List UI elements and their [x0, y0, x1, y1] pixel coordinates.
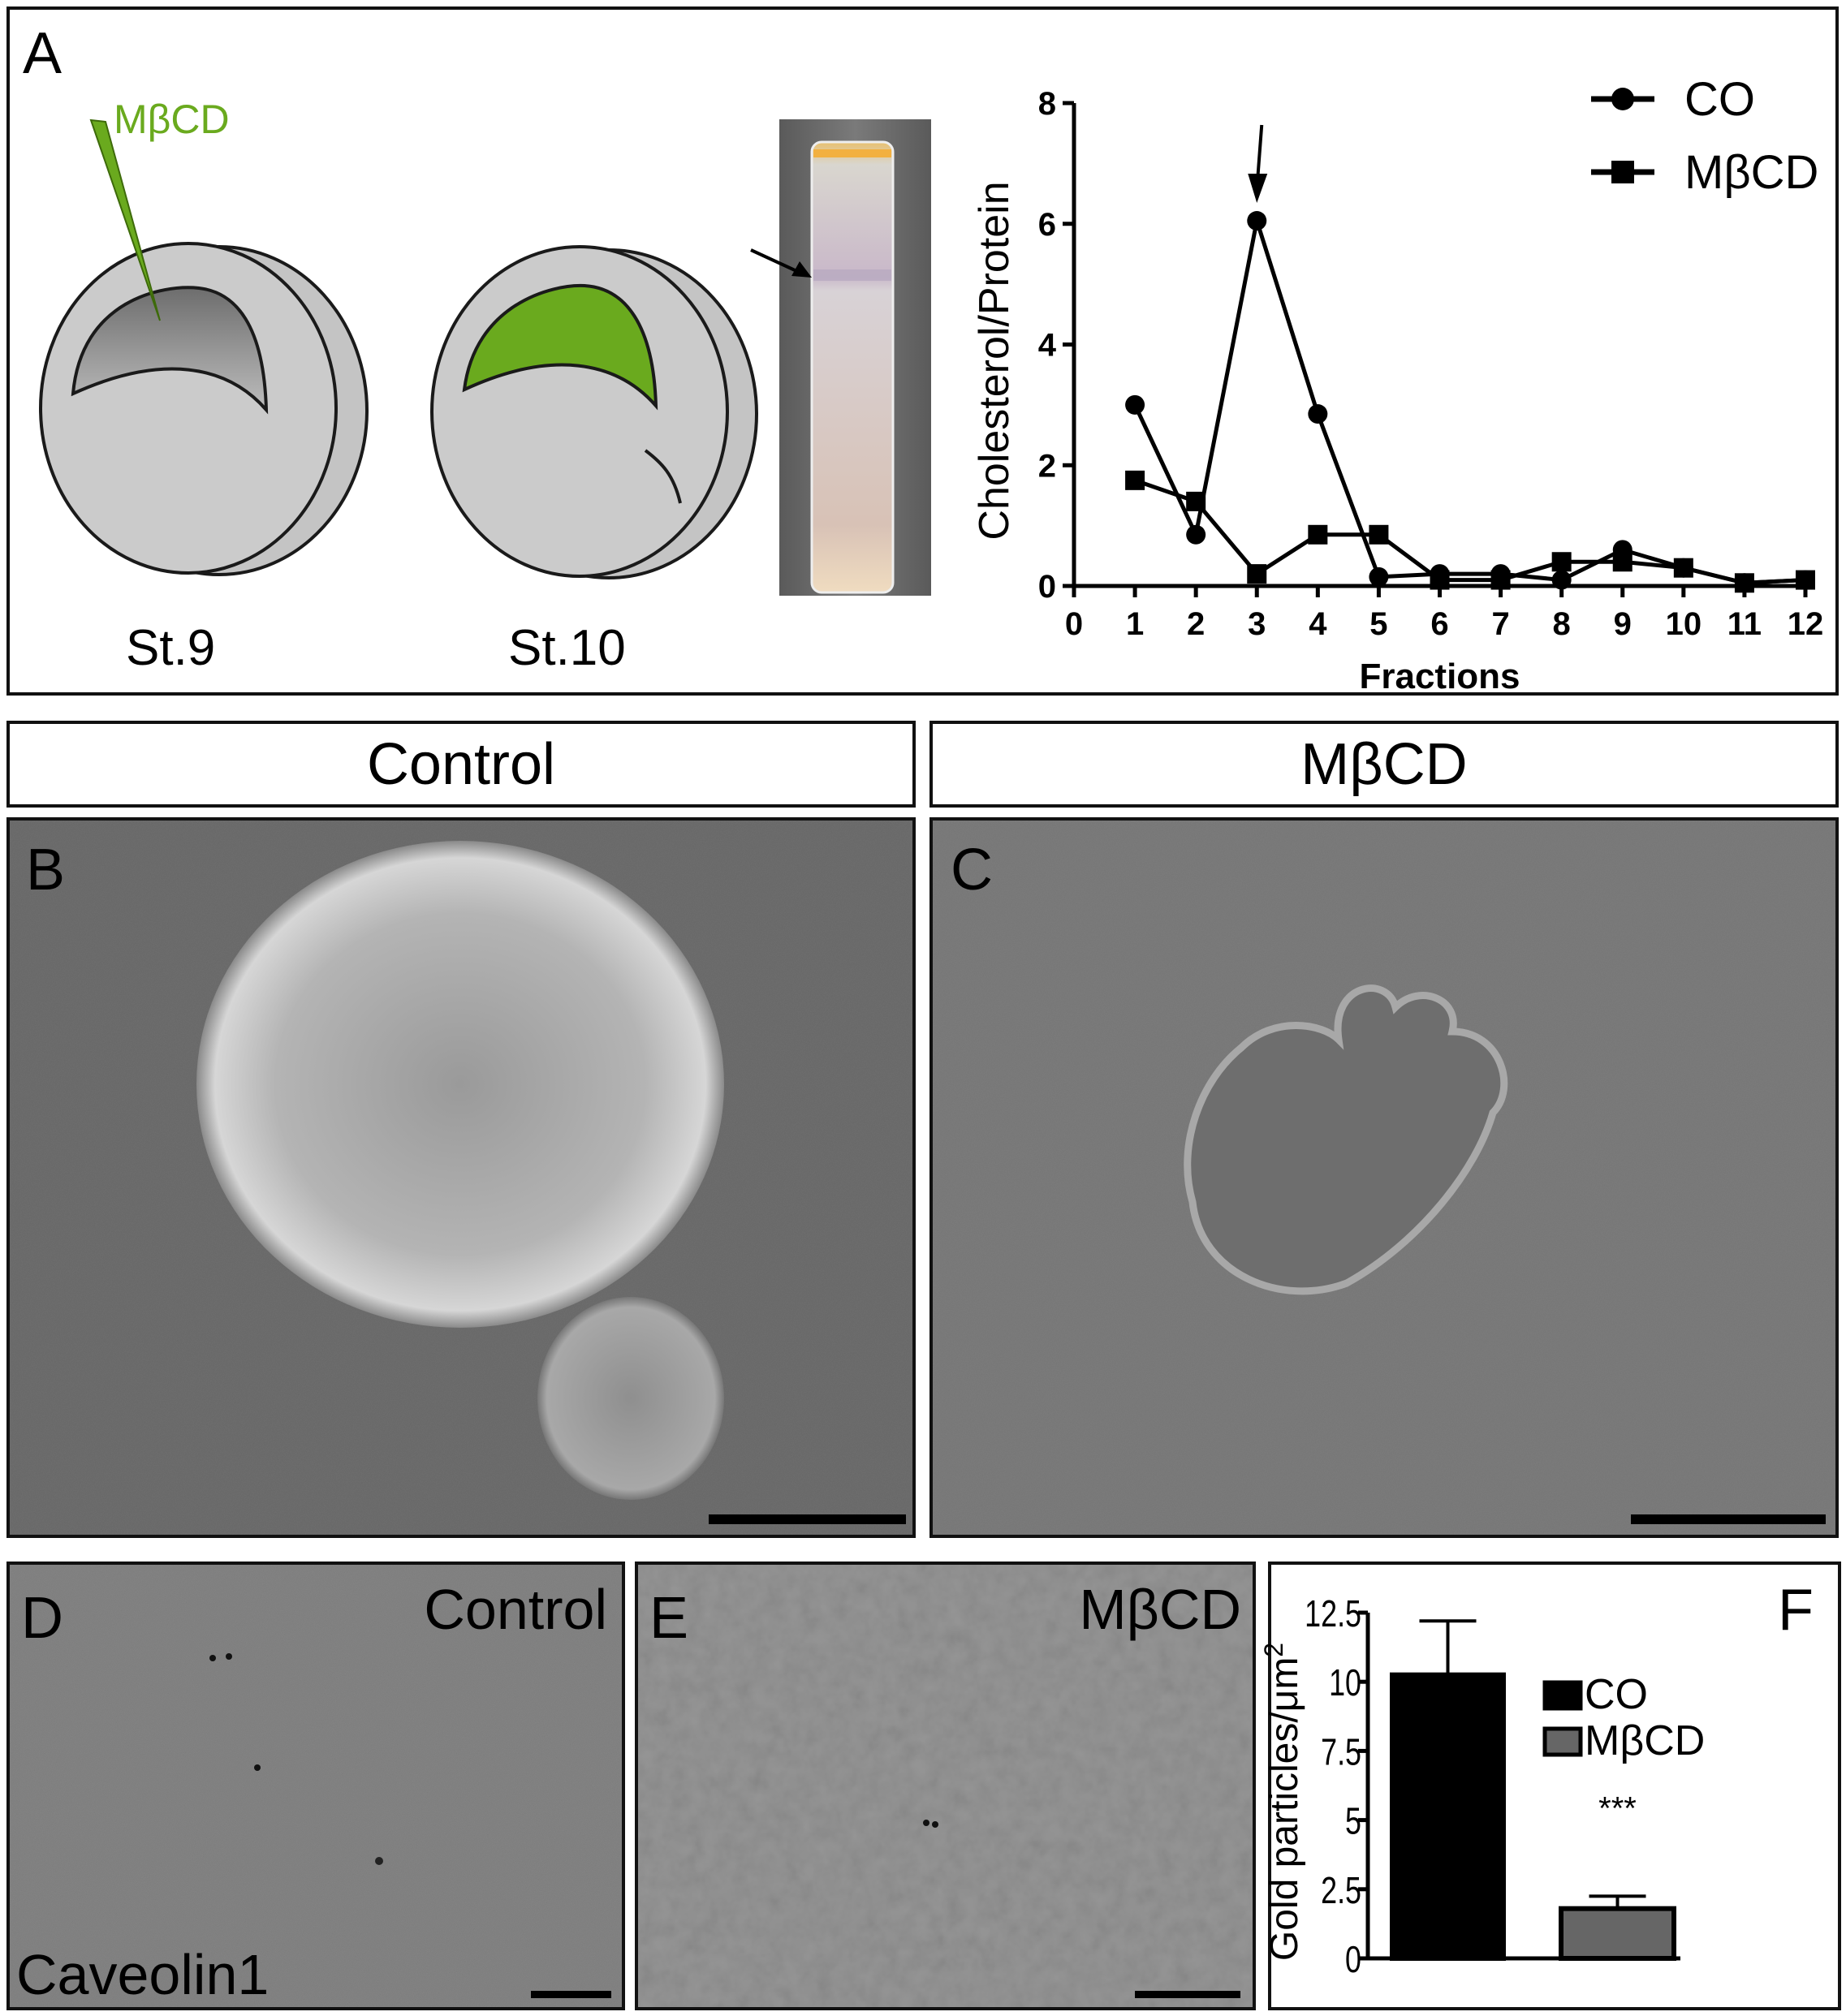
scale-bar [709, 1514, 906, 1524]
stage-label-st9: St.9 [126, 620, 216, 676]
panel-e-condition: MβCD [1079, 1578, 1241, 1641]
panel-c-letter: C [951, 838, 993, 902]
panel-e-letter: E [649, 1586, 689, 1651]
scale-bar [531, 1991, 611, 1998]
header-control: Control [6, 721, 916, 808]
panel-e-micrograph: E MβCD [635, 1562, 1256, 2010]
panel-d-marker: Caveolin1 [16, 1943, 270, 2006]
panel-b-micrograph: B [6, 817, 916, 1538]
panel-a-letter: A [23, 21, 63, 86]
panel-d-condition: Control [424, 1578, 607, 1641]
panel-c-micrograph: C [929, 817, 1839, 1538]
drug-injection-label: MβCD [114, 97, 230, 142]
collapsed-vesicle [1184, 984, 1508, 1295]
stage-label-st10: St.10 [508, 620, 626, 676]
panel-f-letter: F [1778, 1578, 1814, 1643]
scale-bar [1135, 1991, 1240, 1998]
panel-f [1268, 1562, 1841, 2010]
scale-bar [1631, 1514, 1826, 1524]
panel-d-micrograph: D Control Caveolin1 [6, 1562, 625, 2010]
header-treated-text: MβCD [1300, 731, 1468, 797]
panel-d-letter: D [21, 1586, 63, 1651]
panel-b-letter: B [26, 838, 66, 902]
header-control-text: Control [366, 731, 556, 797]
panel-a [6, 6, 1839, 696]
header-treated: MβCD [929, 721, 1839, 808]
